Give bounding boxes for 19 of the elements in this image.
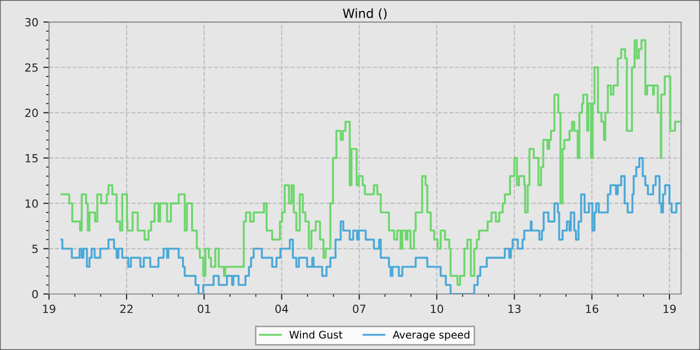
y-tick-label: 10	[26, 199, 38, 208]
x-tick-label: 07	[352, 304, 366, 314]
x-tick-label: 22	[120, 304, 133, 313]
y-tick-label: 25	[25, 63, 38, 72]
y-tick-label: 0	[32, 290, 38, 298]
x-tick-label: 04	[275, 304, 288, 314]
y-tick-label: 20	[25, 108, 38, 118]
y-tick-label: 30	[25, 18, 38, 26]
x-tick-label: 19	[43, 304, 56, 314]
legend-label: Average speed	[392, 330, 470, 341]
x-tick-label: 16	[586, 304, 598, 314]
x-tick-label: 10	[430, 304, 444, 314]
legend-label: Wind Gust	[289, 330, 342, 339]
x-tick-label: 13	[508, 304, 521, 314]
chart-title: Wind ()	[342, 8, 387, 20]
y-tick-label: 5	[32, 244, 38, 254]
x-tick-label: 19	[664, 304, 676, 314]
y-tick-label: 15	[26, 154, 38, 162]
x-tick-label: 01	[198, 304, 210, 314]
